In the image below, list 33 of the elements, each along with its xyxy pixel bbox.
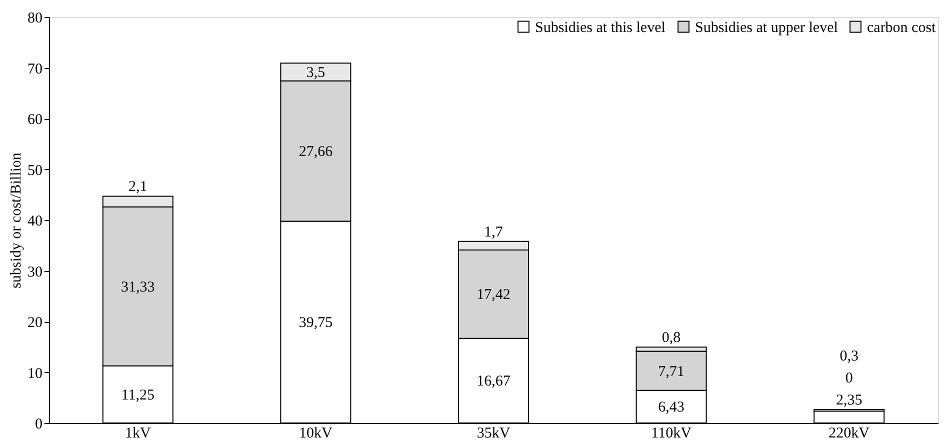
y-tick-label: 80 [28, 10, 42, 26]
y-tick-label: 20 [28, 315, 42, 331]
data-label: 16,67 [476, 374, 511, 390]
data-label: 31,33 [121, 279, 155, 296]
y-tick-label: 70 [28, 61, 42, 78]
y-tick-label: 40 [28, 214, 42, 230]
data-label: 17,42 [476, 287, 510, 304]
data-label: 6,43 [658, 400, 684, 416]
data-label: 27,66 [298, 144, 334, 160]
y-axis-title: subsidy or cost/Billion [8, 152, 24, 288]
x-tick-label: 1kV [124, 426, 151, 442]
data-label: 0,8 [662, 330, 681, 346]
data-label: 0,3 [840, 348, 858, 365]
x-tick-label: 220kV [828, 426, 870, 442]
data-label: 2,1 [128, 179, 148, 196]
data-label: 11,25 [121, 387, 154, 404]
data-label: 39,75 [298, 315, 333, 332]
data-label: 7,71 [658, 364, 684, 380]
x-tick-label: 10kV [299, 426, 333, 442]
x-tick-label: 35kV [476, 426, 510, 442]
data-label: 2,35 [836, 392, 862, 409]
data-label: 1,7 [484, 224, 504, 240]
legend-label: carbon cost [867, 20, 937, 36]
data-label: 0 [845, 370, 853, 387]
y-tick-label: 0 [35, 416, 42, 432]
x-tick-label: 110kV [651, 426, 692, 442]
y-tick-label: 10 [28, 366, 42, 382]
legend-label: Subsidies at upper level [695, 20, 838, 36]
data-label: 3,5 [306, 65, 326, 82]
y-tick-label: 30 [28, 264, 42, 280]
legend-label: Subsidies at this level [535, 20, 666, 36]
y-tick-label: 60 [28, 112, 42, 128]
y-tick-label: 50 [28, 162, 42, 179]
